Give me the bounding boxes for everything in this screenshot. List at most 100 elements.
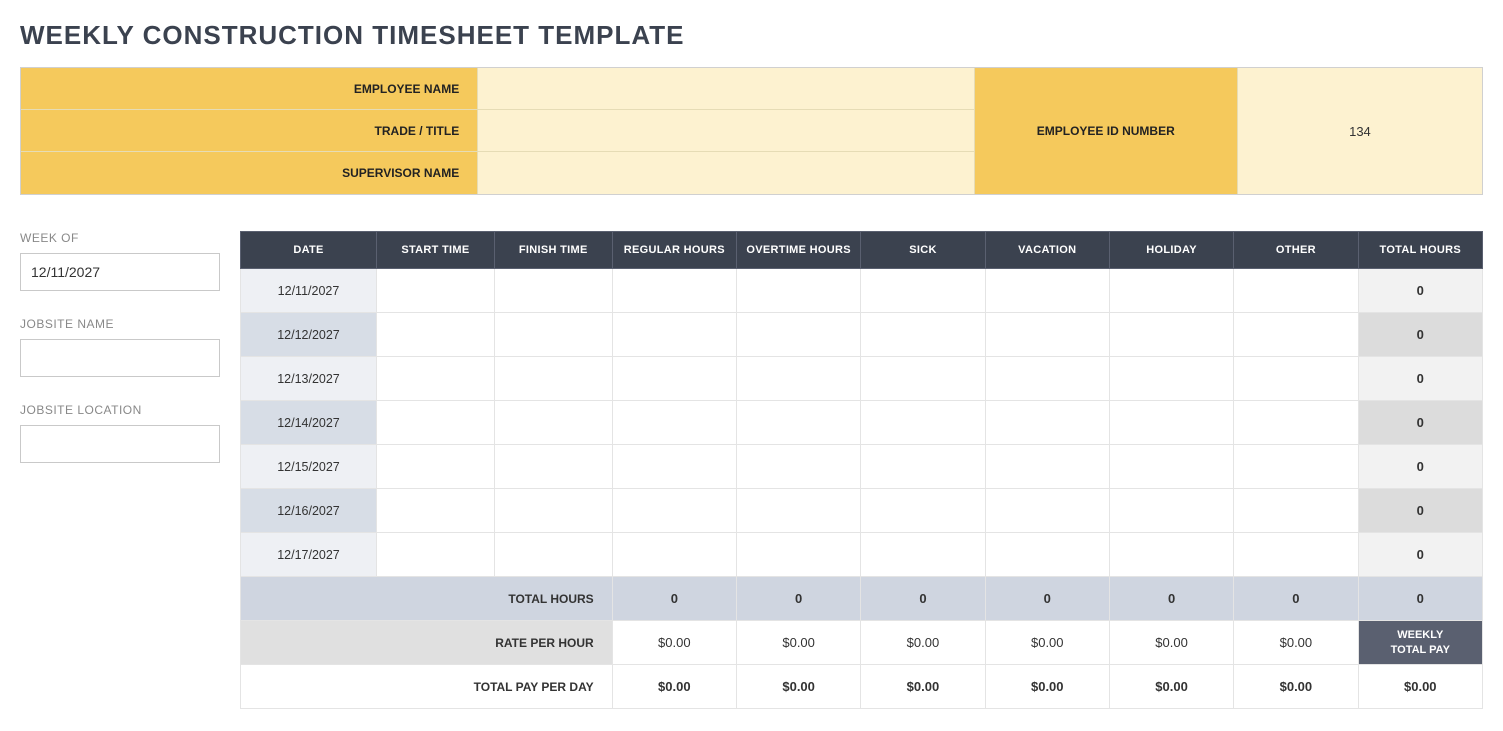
regular-hours-cell[interactable]	[612, 357, 736, 401]
holiday-cell[interactable]	[1109, 313, 1233, 357]
week-of-input[interactable]	[20, 253, 220, 291]
row-total-cell: 0	[1358, 313, 1482, 357]
rate-holiday[interactable]: $0.00	[1109, 621, 1233, 665]
holiday-cell[interactable]	[1109, 269, 1233, 313]
rate-overtime[interactable]: $0.00	[736, 621, 860, 665]
col-total-hours: TOTAL HOURS	[1358, 232, 1482, 269]
start-time-cell[interactable]	[376, 269, 494, 313]
rate-other[interactable]: $0.00	[1234, 621, 1358, 665]
vacation-cell[interactable]	[985, 489, 1109, 533]
finish-time-cell[interactable]	[494, 313, 612, 357]
rate-vacation[interactable]: $0.00	[985, 621, 1109, 665]
employee-id-value[interactable]: 134	[1238, 68, 1482, 194]
sick-cell[interactable]	[861, 269, 985, 313]
supervisor-name-label: SUPERVISOR NAME	[21, 152, 478, 194]
jobsite-name-label: JOBSITE NAME	[20, 317, 220, 331]
regular-hours-cell[interactable]	[612, 489, 736, 533]
holiday-cell[interactable]	[1109, 489, 1233, 533]
vacation-cell[interactable]	[985, 313, 1109, 357]
regular-hours-cell[interactable]	[612, 269, 736, 313]
start-time-cell[interactable]	[376, 445, 494, 489]
total-hours-row: TOTAL HOURS 0 0 0 0 0 0 0	[241, 577, 1483, 621]
overtime-hours-cell[interactable]	[736, 357, 860, 401]
pay-overtime: $0.00	[736, 665, 860, 709]
finish-time-cell[interactable]	[494, 533, 612, 577]
other-cell[interactable]	[1234, 269, 1358, 313]
col-overtime-hours: OVERTIME HOURS	[736, 232, 860, 269]
table-row: 12/14/20270	[241, 401, 1483, 445]
overtime-hours-cell[interactable]	[736, 533, 860, 577]
start-time-cell[interactable]	[376, 313, 494, 357]
overtime-hours-cell[interactable]	[736, 489, 860, 533]
employee-name-value[interactable]	[478, 68, 973, 109]
vacation-cell[interactable]	[985, 445, 1109, 489]
start-time-cell[interactable]	[376, 357, 494, 401]
finish-time-cell[interactable]	[494, 445, 612, 489]
finish-time-cell[interactable]	[494, 489, 612, 533]
pay-holiday: $0.00	[1109, 665, 1233, 709]
vacation-cell[interactable]	[985, 533, 1109, 577]
start-time-cell[interactable]	[376, 533, 494, 577]
finish-time-cell[interactable]	[494, 401, 612, 445]
overtime-hours-cell[interactable]	[736, 445, 860, 489]
regular-hours-cell[interactable]	[612, 401, 736, 445]
col-other: OTHER	[1234, 232, 1358, 269]
other-cell[interactable]	[1234, 313, 1358, 357]
table-header-row: DATE START TIME FINISH TIME REGULAR HOUR…	[241, 232, 1483, 269]
other-cell[interactable]	[1234, 489, 1358, 533]
holiday-cell[interactable]	[1109, 533, 1233, 577]
trade-title-value[interactable]	[478, 110, 973, 151]
vacation-cell[interactable]	[985, 269, 1109, 313]
sick-cell[interactable]	[861, 357, 985, 401]
other-cell[interactable]	[1234, 445, 1358, 489]
other-cell[interactable]	[1234, 357, 1358, 401]
regular-hours-cell[interactable]	[612, 445, 736, 489]
start-time-cell[interactable]	[376, 401, 494, 445]
regular-hours-cell[interactable]	[612, 313, 736, 357]
overtime-hours-cell[interactable]	[736, 313, 860, 357]
date-cell: 12/16/2027	[241, 489, 377, 533]
total-hours-other: 0	[1234, 577, 1358, 621]
page-title: WEEKLY CONSTRUCTION TIMESHEET TEMPLATE	[20, 20, 1483, 51]
start-time-cell[interactable]	[376, 489, 494, 533]
rate-per-hour-row: RATE PER HOUR $0.00 $0.00 $0.00 $0.00 $0…	[241, 621, 1483, 665]
row-total-cell: 0	[1358, 445, 1482, 489]
supervisor-name-value[interactable]	[478, 152, 973, 194]
holiday-cell[interactable]	[1109, 445, 1233, 489]
holiday-cell[interactable]	[1109, 401, 1233, 445]
pay-sick: $0.00	[861, 665, 985, 709]
jobsite-location-input[interactable]	[20, 425, 220, 463]
total-hours-regular: 0	[612, 577, 736, 621]
overtime-hours-cell[interactable]	[736, 269, 860, 313]
row-total-cell: 0	[1358, 533, 1482, 577]
header-left: EMPLOYEE NAME TRADE / TITLE SUPERVISOR N…	[21, 68, 974, 194]
col-regular-hours: REGULAR HOURS	[612, 232, 736, 269]
sick-cell[interactable]	[861, 533, 985, 577]
rate-sick[interactable]: $0.00	[861, 621, 985, 665]
overtime-hours-cell[interactable]	[736, 401, 860, 445]
vacation-cell[interactable]	[985, 357, 1109, 401]
sick-cell[interactable]	[861, 313, 985, 357]
finish-time-cell[interactable]	[494, 357, 612, 401]
date-cell: 12/14/2027	[241, 401, 377, 445]
sick-cell[interactable]	[861, 445, 985, 489]
jobsite-name-input[interactable]	[20, 339, 220, 377]
other-cell[interactable]	[1234, 401, 1358, 445]
col-sick: SICK	[861, 232, 985, 269]
total-hours-holiday: 0	[1109, 577, 1233, 621]
vacation-cell[interactable]	[985, 401, 1109, 445]
regular-hours-cell[interactable]	[612, 533, 736, 577]
total-hours-overtime: 0	[736, 577, 860, 621]
employee-name-label: EMPLOYEE NAME	[21, 68, 478, 109]
timesheet-grid: DATE START TIME FINISH TIME REGULAR HOUR…	[240, 231, 1483, 709]
sick-cell[interactable]	[861, 401, 985, 445]
row-total-cell: 0	[1358, 269, 1482, 313]
rate-regular[interactable]: $0.00	[612, 621, 736, 665]
timesheet-table: DATE START TIME FINISH TIME REGULAR HOUR…	[240, 231, 1483, 709]
weekly-total-pay-label: WEEKLYTOTAL PAY	[1358, 621, 1482, 665]
sick-cell[interactable]	[861, 489, 985, 533]
holiday-cell[interactable]	[1109, 357, 1233, 401]
finish-time-cell[interactable]	[494, 269, 612, 313]
other-cell[interactable]	[1234, 533, 1358, 577]
table-row: 12/11/20270	[241, 269, 1483, 313]
